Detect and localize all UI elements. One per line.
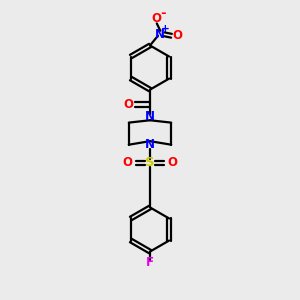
Text: O: O bbox=[124, 98, 134, 111]
Text: N: N bbox=[155, 28, 165, 41]
Text: N: N bbox=[145, 110, 155, 123]
Text: F: F bbox=[146, 256, 154, 269]
Text: -: - bbox=[160, 7, 166, 20]
Text: S: S bbox=[145, 157, 155, 169]
Text: O: O bbox=[123, 157, 133, 169]
Text: +: + bbox=[161, 24, 170, 34]
Text: N: N bbox=[145, 138, 155, 151]
Text: O: O bbox=[152, 13, 162, 26]
Text: O: O bbox=[167, 157, 177, 169]
Text: O: O bbox=[172, 29, 182, 42]
